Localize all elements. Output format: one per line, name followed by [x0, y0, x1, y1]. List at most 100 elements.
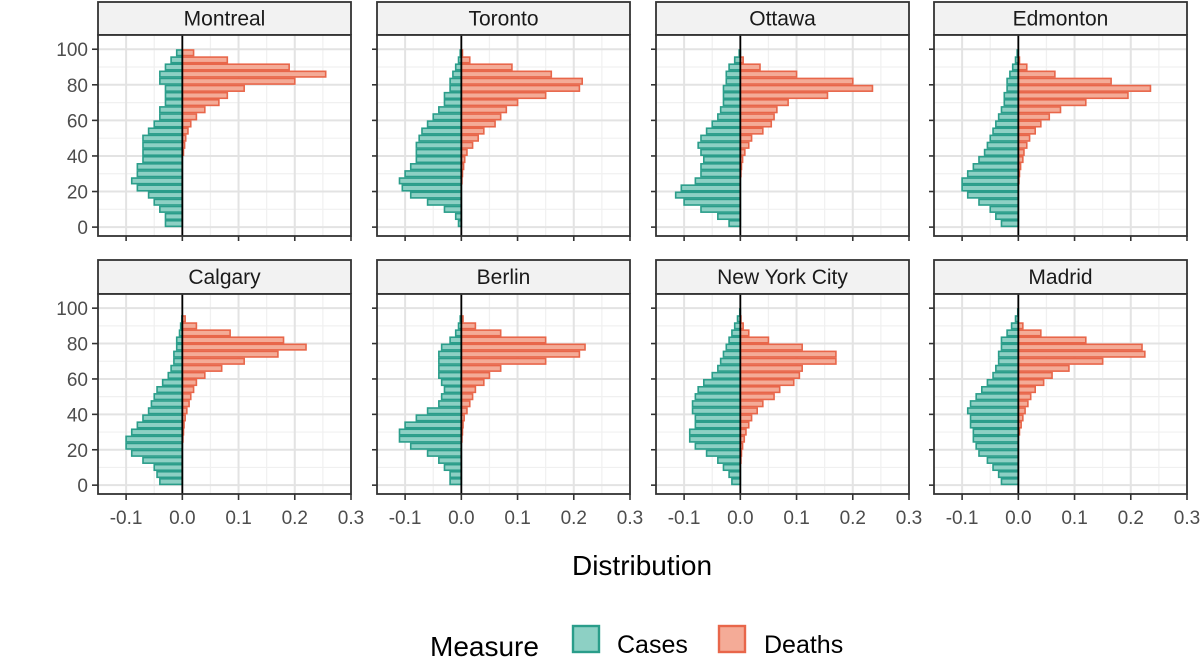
bar-cases — [975, 442, 1020, 450]
bar-cases — [705, 127, 742, 135]
bar-cases — [1003, 98, 1020, 107]
bar-cases — [159, 113, 184, 121]
y-tick-label: 80 — [67, 76, 88, 97]
bar-deaths — [739, 91, 829, 100]
bar-deaths — [460, 141, 474, 149]
bar-deaths — [1017, 329, 1042, 337]
bar-deaths — [460, 364, 502, 372]
bar-cases — [156, 470, 184, 479]
bar-deaths — [460, 357, 547, 365]
plot-background — [656, 35, 909, 236]
x-tick-label: 0.0 — [169, 508, 195, 529]
bar-cases — [1006, 84, 1020, 92]
bar-cases — [164, 212, 184, 221]
bar-cases — [719, 106, 742, 114]
bar-cases — [700, 148, 742, 157]
bar-cases — [142, 414, 184, 422]
bar-deaths — [181, 106, 206, 114]
y-tick-label: 40 — [67, 405, 88, 426]
bar-cases — [728, 219, 742, 228]
y-tick-label: 100 — [56, 40, 88, 61]
panel-border — [376, 293, 631, 495]
bar-cases — [705, 449, 742, 457]
bar-cases — [725, 343, 742, 351]
bar-cases — [438, 371, 463, 380]
facet-panel: Madrid — [933, 259, 1188, 495]
bar-deaths — [460, 56, 471, 64]
x-tick-label: 0.0 — [727, 508, 753, 529]
bar-deaths — [1017, 70, 1056, 78]
y-tick-label: 20 — [67, 183, 88, 204]
bar-deaths — [181, 49, 195, 57]
bar-deaths — [181, 336, 285, 344]
bar-cases — [961, 177, 1020, 185]
bar-cases — [997, 357, 1020, 365]
bar-cases — [694, 393, 742, 401]
bar-cases — [711, 371, 742, 380]
bar-cases — [130, 177, 184, 185]
bar-deaths — [1017, 371, 1053, 380]
bar-deaths — [1017, 91, 1129, 100]
bar-cases — [731, 329, 742, 337]
bar-deaths — [1017, 378, 1045, 387]
bar-deaths — [739, 343, 803, 351]
bar-deaths — [181, 56, 229, 64]
bar-cases — [683, 198, 742, 206]
bar-cases — [711, 120, 742, 128]
bar-deaths — [181, 378, 198, 387]
legend-key-cases — [571, 624, 601, 654]
bar-cases — [153, 120, 184, 128]
panel-border — [97, 34, 352, 237]
bar-cases — [992, 463, 1020, 472]
bar-cases — [426, 407, 463, 415]
bar-deaths — [181, 70, 327, 78]
x-tick-label: 0.3 — [338, 508, 364, 529]
facet-title: Madrid — [1028, 266, 1092, 289]
facet-panel: New York City — [655, 259, 910, 495]
facet-title: Toronto — [468, 8, 538, 31]
bar-cases — [978, 198, 1020, 206]
bar-cases — [989, 134, 1020, 142]
bar-cases — [992, 371, 1020, 380]
bar-cases — [404, 170, 463, 178]
plot-background — [934, 294, 1187, 494]
bar-cases — [719, 357, 742, 365]
x-tick-label: 0.3 — [617, 508, 643, 529]
bar-cases — [717, 113, 742, 121]
bar-cases — [992, 127, 1020, 135]
x-tick-label: 0.3 — [1174, 508, 1200, 529]
bar-deaths — [460, 385, 477, 394]
bar-deaths — [739, 84, 874, 92]
bar-cases — [142, 134, 184, 142]
facet-title: Calgary — [188, 266, 261, 289]
bar-cases — [688, 435, 742, 443]
bar-deaths — [739, 385, 781, 394]
bar-cases — [409, 163, 463, 171]
bar-deaths — [460, 91, 547, 100]
bar-cases — [694, 177, 742, 185]
bar-cases — [969, 400, 1020, 408]
bar-deaths — [1017, 336, 1087, 344]
bar-cases — [170, 364, 184, 372]
bar-cases — [978, 449, 1020, 457]
bar-cases — [986, 141, 1020, 149]
bar-cases — [440, 343, 463, 351]
bar-cases — [173, 350, 184, 358]
x-tick-label: 0.2 — [282, 508, 308, 529]
bar-deaths — [460, 371, 491, 380]
bar-cases — [426, 120, 463, 128]
bar-deaths — [739, 98, 789, 107]
facet-strip — [655, 259, 910, 295]
bar-cases — [702, 155, 742, 164]
x-tick-label: 0.0 — [448, 508, 474, 529]
facet-strip — [376, 1, 631, 36]
bar-deaths — [1017, 134, 1031, 142]
x-tick-label: 0.3 — [896, 508, 922, 529]
bar-cases — [980, 385, 1020, 394]
bar-cases — [978, 155, 1020, 164]
bar-cases — [1006, 77, 1020, 85]
bar-cases — [432, 113, 463, 121]
bar-cases — [156, 385, 184, 394]
bar-cases — [1010, 322, 1020, 330]
bar-cases — [438, 106, 463, 114]
